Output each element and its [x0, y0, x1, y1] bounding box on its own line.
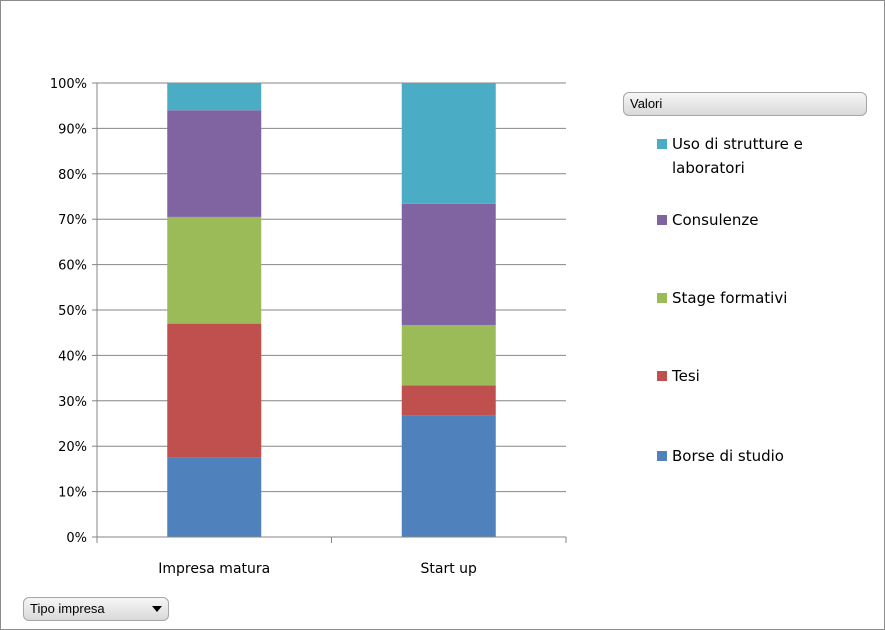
legend-label: Consulenze: [672, 211, 758, 229]
legend-swatch: [657, 451, 667, 461]
legend-label: Borse di studio: [672, 447, 784, 465]
y-tick-label: 100%: [50, 77, 87, 92]
y-tick-label: 40%: [58, 349, 87, 364]
bar-segment: [401, 324, 496, 386]
y-tick-label: 30%: [58, 395, 87, 410]
y-tick-label: 80%: [58, 168, 87, 183]
legend-swatch: [657, 371, 667, 381]
legend-swatch: [657, 139, 667, 149]
y-tick-label: 50%: [58, 304, 87, 319]
x-category-label: Impresa matura: [158, 561, 270, 577]
bar-segment: [167, 110, 262, 217]
y-tick-label: 90%: [58, 122, 87, 137]
bar-segment: [167, 83, 262, 111]
legend-label: Tesi: [671, 367, 700, 385]
bars: [167, 83, 496, 537]
bar-segment: [167, 216, 262, 324]
y-tick-label: 10%: [58, 486, 87, 501]
y-tick-label: 70%: [58, 213, 87, 228]
bar-segment: [167, 457, 262, 537]
x-category-label: Start up: [421, 561, 478, 577]
bar-segment: [167, 323, 262, 458]
legend-label: Uso di strutture e laboratori: [672, 135, 803, 177]
x-category-labels: Impresa matura Start up: [158, 561, 477, 577]
y-tick-labels: 0% 10% 20% 30% 40% 50% 60% 70% 80% 90% 100%: [50, 77, 87, 546]
chevron-down-icon[interactable]: [152, 606, 162, 612]
legend-field-label: Valori: [630, 96, 663, 111]
bar-segment: [401, 83, 496, 204]
bar-segment: [401, 203, 496, 325]
legend-swatch: [657, 215, 667, 225]
bar-segment: [401, 385, 496, 416]
legend-label: Stage formativi: [672, 289, 787, 307]
y-tick-label: 60%: [58, 259, 87, 274]
legend-field-button[interactable]: Valori: [623, 92, 867, 116]
axes: [92, 82, 567, 543]
y-tick-label: 0%: [66, 531, 87, 546]
y-tick-label: 20%: [58, 440, 87, 455]
legend-swatch: [657, 293, 667, 303]
bar-segment: [401, 415, 496, 537]
axis-field-dropdown[interactable]: Tipo impresa: [23, 597, 169, 621]
axis-field-label: Tipo impresa: [30, 601, 105, 616]
legend: Uso di strutture e laboratori Consulenze St…: [657, 135, 803, 465]
